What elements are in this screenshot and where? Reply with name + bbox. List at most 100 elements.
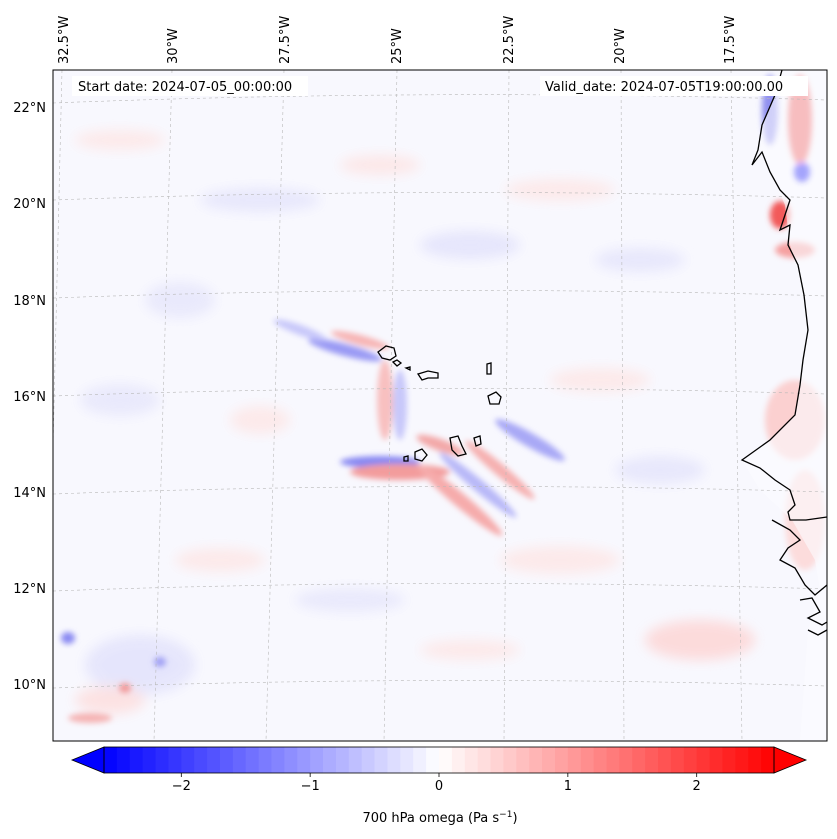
colorbar-segment: [348, 747, 363, 773]
parallel-18n: [53, 290, 827, 299]
colorbar-ticks: −2 −1 0 1 2: [172, 773, 701, 794]
gridlines: [53, 70, 827, 741]
colorbar-segment: [232, 747, 247, 773]
colorbar-segment: [400, 747, 414, 773]
valid-date-label: Valid_date: 2024-07-05T19:00:00.00: [545, 80, 783, 95]
colorbar-segment: [361, 747, 376, 773]
meridian-20w: [620, 70, 625, 741]
colorbar-segment: [632, 747, 646, 773]
lon-label-17-5w: 17.5°W: [723, 16, 738, 64]
colorbar-segment: [258, 747, 273, 773]
lat-label-16n: 16°N: [13, 390, 46, 405]
island-sao-nicolau: [416, 370, 439, 381]
lon-label-25w: 25°W: [390, 28, 405, 64]
map-frame: [52, 69, 828, 742]
parallel-16n: [53, 388, 827, 397]
island-maio: [473, 435, 482, 447]
parallel-12n: [53, 583, 827, 592]
lat-label-14n: 14°N: [13, 486, 46, 501]
colorbar-tick-label: 0: [435, 779, 443, 794]
lon-label-32-5w: 32.5°W: [57, 16, 72, 64]
meridian-27-5w: [265, 70, 285, 741]
colorbar-segment: [181, 747, 195, 773]
colorbar-segment: [426, 747, 440, 773]
parallel-20n: [53, 192, 827, 201]
colorbar-segment: [207, 747, 221, 773]
start-date-label: Start date: 2024-07-05_00:00:00: [78, 80, 292, 95]
colorbar: −2 −1 0 1 2 700 hPa omega (Pa s−1): [70, 746, 808, 826]
lat-label-18n: 18°N: [13, 294, 46, 309]
map-panel: Start date: 2024-07-05_00:00:00 Valid_da…: [53, 70, 827, 741]
colorbar-segment: [696, 747, 711, 773]
colorbar-segment: [709, 747, 724, 773]
colorbar-segment: [490, 747, 505, 773]
island-santo-antao: [377, 345, 397, 361]
colorbar-segments: [104, 747, 775, 773]
omega-wave-bands: [273, 319, 565, 536]
colorbar-segment: [542, 747, 556, 773]
colorbar-segment: [464, 747, 479, 773]
lon-label-22-5w: 22.5°W: [502, 16, 517, 64]
colorbar-segment: [683, 747, 698, 773]
colorbar-segment: [310, 747, 324, 773]
lon-label-30w: 30°W: [166, 28, 181, 64]
colorbar-segment: [387, 747, 401, 773]
longitude-labels: 32.5°W 30°W 27.5°W 25°W 22.5°W 20°W 17.5…: [57, 16, 738, 64]
colorbar-segment: [129, 747, 144, 773]
africa-land: [742, 70, 827, 741]
colorbar-tick-label: 2: [693, 779, 701, 794]
lat-label-22n: 22°N: [13, 101, 46, 116]
colorbar-segment: [606, 747, 620, 773]
colorbar-extend-high: [773, 746, 808, 774]
lat-label-12n: 12°N: [13, 582, 46, 597]
colorbar-segment: [297, 747, 311, 773]
colorbar-extend-low: [70, 746, 105, 774]
colorbar-segment: [245, 747, 260, 773]
colorbar-segment: [142, 747, 157, 773]
colorbar-segment: [104, 747, 118, 773]
colorbar-segment: [194, 747, 208, 773]
colorbar-segment: [580, 747, 595, 773]
island-fogo: [414, 448, 428, 462]
colorbar-segment: [116, 747, 131, 773]
colorbar-segment: [516, 747, 530, 773]
meridian-30w: [153, 70, 173, 741]
latitude-labels: 22°N 20°N 18°N 16°N 14°N 12°N 10°N: [13, 101, 46, 693]
colorbar-segment: [761, 747, 775, 773]
lon-label-27-5w: 27.5°W: [278, 16, 293, 64]
colorbar-segment: [219, 747, 234, 773]
colorbar-segment: [670, 747, 685, 773]
parallel-14n: [53, 486, 827, 495]
start-date-background: [72, 76, 308, 96]
colorbar-segment: [529, 747, 543, 773]
colorbar-segment: [722, 747, 736, 773]
colorbar-segment: [593, 747, 608, 773]
colorbar-segment: [503, 747, 517, 773]
valid-date-background: [540, 76, 808, 96]
island-santa-luzia: [404, 366, 411, 372]
meridian-22-5w: [503, 70, 510, 741]
colorbar-segment: [645, 747, 659, 773]
meridian-25w: [383, 70, 398, 741]
colorbar-segment: [567, 747, 582, 773]
colorbar-segment: [284, 747, 298, 773]
colorbar-segment: [619, 747, 633, 773]
colorbar-segment: [658, 747, 672, 773]
island-sao-vicente: [391, 359, 403, 367]
lat-label-20n: 20°N: [13, 197, 46, 212]
colorbar-label: 700 hPa omega (Pa s−1): [362, 810, 517, 826]
parallel-10n: [53, 680, 827, 689]
colorbar-tick-label: 1: [564, 779, 572, 794]
omega-field: [75, 130, 755, 714]
colorbar-segment: [335, 747, 350, 773]
parallel-22n: [53, 94, 827, 104]
lon-label-20w: 20°W: [613, 28, 628, 64]
colorbar-segment: [735, 747, 749, 773]
colorbar-segment: [477, 747, 492, 773]
island-boa-vista: [487, 391, 502, 405]
africa-coastline: [740, 70, 827, 636]
colorbar-tick-label: −1: [301, 779, 320, 794]
colorbar-segment: [748, 747, 762, 773]
colorbar-segment: [413, 747, 427, 773]
colorbar-segment: [155, 747, 170, 773]
